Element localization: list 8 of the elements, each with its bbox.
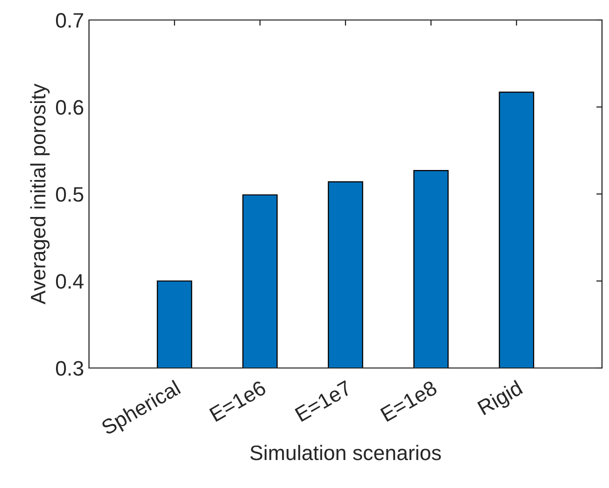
y-tick-label: 0.5 [56,187,84,202]
y-tick-label: 0.6 [56,100,84,115]
x-axis-title: Simulation scenarios [250,444,441,460]
y-tick-label: 0.7 [56,13,84,28]
y-tick-label: 0.3 [56,361,84,376]
y-tick-label: 0.4 [56,274,84,289]
y-axis-title: Averaged initial porosity [30,84,50,304]
x-tick-label: Rigid [476,380,526,419]
